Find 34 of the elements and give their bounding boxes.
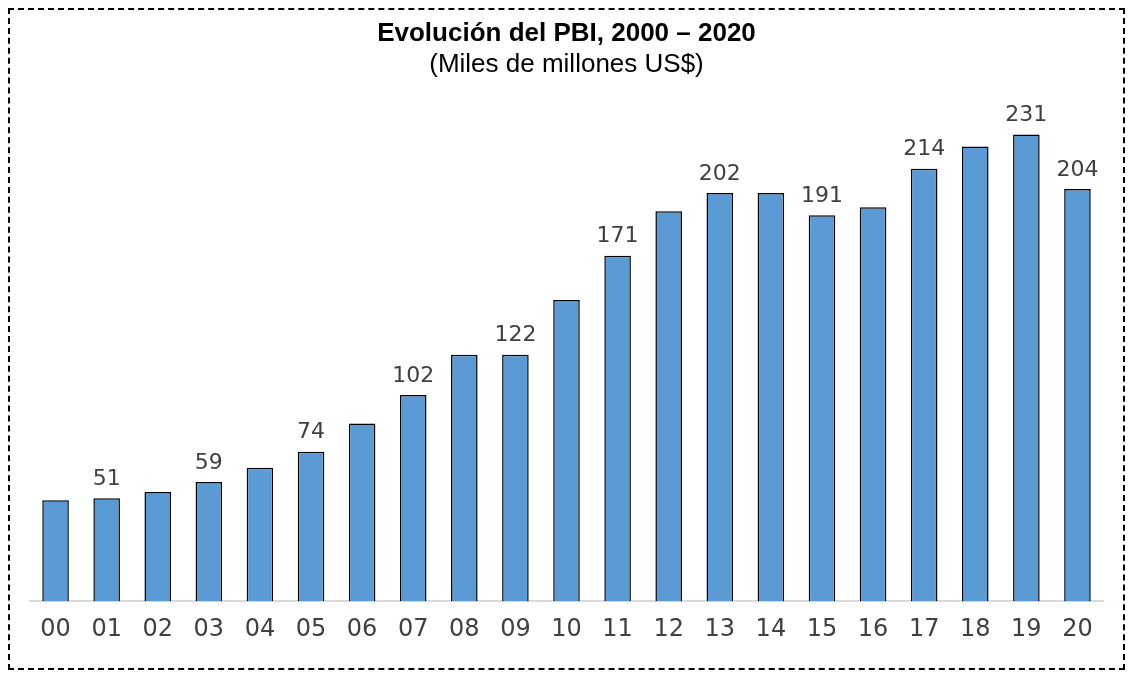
- data-label: 102: [392, 361, 435, 387]
- data-label: 171: [596, 222, 639, 248]
- data-label: 191: [800, 181, 843, 207]
- x-tick-label: 19: [1011, 613, 1042, 642]
- data-label: 74: [297, 418, 326, 444]
- data-label: 51: [92, 464, 121, 490]
- x-tick-label: 12: [653, 613, 684, 642]
- x-tick-label: 09: [500, 613, 531, 642]
- x-tick-label: 13: [704, 613, 736, 642]
- x-tick-label: 01: [91, 613, 122, 642]
- x-tick-label: 05: [295, 613, 327, 642]
- x-tick-label: 16: [857, 613, 889, 642]
- data-label: 214: [903, 135, 946, 161]
- x-tick-label: 02: [142, 613, 174, 642]
- x-tick-label: 08: [449, 613, 480, 642]
- x-tick-label: 10: [551, 613, 582, 642]
- data-label: 122: [494, 321, 537, 347]
- x-tick-label: 17: [908, 613, 940, 642]
- x-tick-label: 11: [602, 613, 633, 642]
- data-label: 231: [1005, 101, 1048, 127]
- x-tick-label: 00: [40, 613, 71, 642]
- x-tick-label: 20: [1062, 613, 1093, 642]
- x-tick-label: 04: [244, 613, 276, 642]
- x-tick-label: 06: [346, 613, 378, 642]
- data-label: 204: [1056, 155, 1099, 181]
- x-tick-label: 03: [193, 613, 225, 642]
- x-tick-label: 07: [397, 613, 429, 642]
- chart-title: Evolución del PBI, 2000 – 2020: [377, 16, 756, 47]
- data-label: 202: [698, 159, 741, 185]
- x-tick-label: 18: [959, 613, 991, 642]
- x-tick-label: 14: [755, 613, 787, 642]
- chart-subtitle: (Miles de millones US$): [429, 47, 704, 78]
- data-label: 59: [194, 448, 223, 474]
- x-tick-label: 15: [806, 613, 838, 642]
